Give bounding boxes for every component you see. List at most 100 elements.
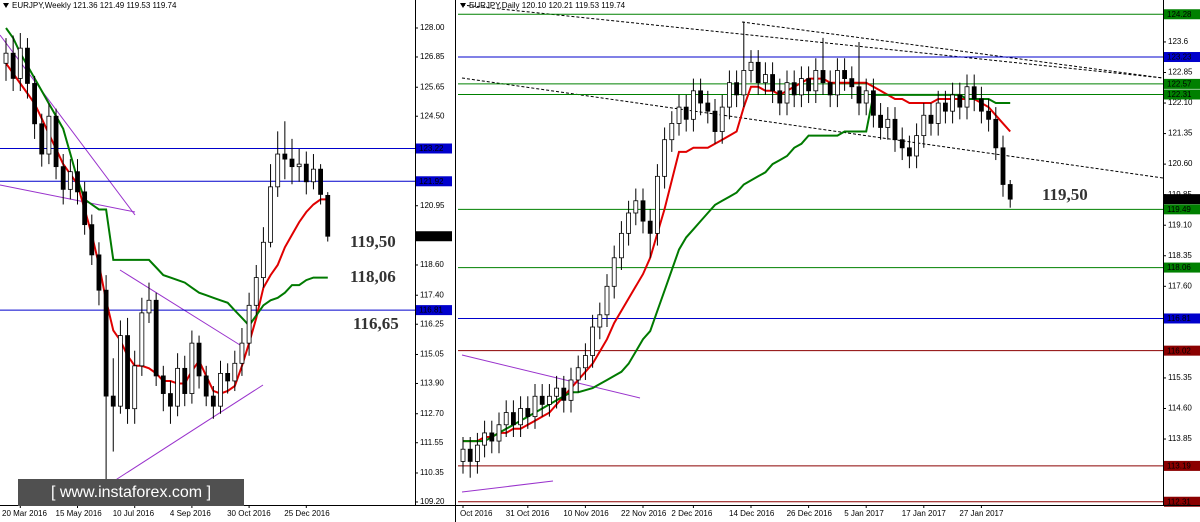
candle-body <box>669 122 675 141</box>
candle-body <box>39 123 45 155</box>
candle-body <box>619 232 624 259</box>
x-tick-label: 2 Dec 2016 <box>671 509 712 518</box>
candle-body <box>719 106 725 132</box>
y-tick-label: 120.60 <box>1168 159 1193 168</box>
candle-body <box>189 342 195 394</box>
y-tick-label: 120.95 <box>420 201 445 210</box>
x-tick-label: Oct 2016 <box>460 509 493 518</box>
candle-body <box>626 212 631 234</box>
candle-body <box>539 395 545 405</box>
candle-body <box>849 78 855 88</box>
candle-body <box>482 432 488 446</box>
candle-body <box>518 408 523 426</box>
candle-body <box>777 90 783 104</box>
candle-body <box>496 424 502 442</box>
level-label: 116.81 <box>419 306 443 315</box>
candle-body <box>218 372 223 407</box>
candle-body <box>210 395 216 407</box>
candle-body <box>590 326 595 356</box>
trend-line <box>461 480 554 493</box>
candle-body <box>60 166 66 190</box>
candle-body <box>460 448 466 462</box>
candle-body <box>46 115 52 155</box>
level-label-box <box>416 143 452 154</box>
candle-body <box>770 74 775 92</box>
candle-body <box>139 312 145 367</box>
y-tick-label: 123.6 <box>1168 37 1189 46</box>
level-label-box <box>1164 313 1200 324</box>
x-tick-label: 17 Jan 2017 <box>902 509 947 518</box>
level-label-box <box>416 305 452 316</box>
candle-body <box>741 70 747 96</box>
trend-line <box>461 354 641 399</box>
candle-body <box>957 94 963 108</box>
candle-body <box>712 110 718 132</box>
candle-body <box>979 98 984 112</box>
y-tick-label: 114.60 <box>1168 404 1192 413</box>
candle-body <box>103 289 109 397</box>
x-tick-label: 30 Oct 2016 <box>227 509 271 518</box>
y-tick-label: 122.10 <box>1168 98 1193 107</box>
trend-line <box>99 384 264 491</box>
level-label: 124.28 <box>1167 10 1192 19</box>
candle-body <box>734 82 739 96</box>
x-tick-label: 27 Jan 2017 <box>959 509 1004 518</box>
candle-body <box>153 299 159 377</box>
level-label: 123.23 <box>1167 53 1192 62</box>
level-label: 122.57 <box>1167 80 1192 89</box>
candle-body <box>75 171 80 193</box>
candle-body <box>705 102 711 112</box>
y-tick-label: 117.40 <box>420 290 444 299</box>
candle-body <box>125 335 130 410</box>
candle-body <box>885 118 891 128</box>
candle-body <box>32 83 37 125</box>
candle-body <box>246 304 252 344</box>
candle-body <box>182 367 188 394</box>
candle-body <box>474 444 480 462</box>
candle-body <box>253 277 259 306</box>
y-tick-label: 111.55 <box>420 438 444 447</box>
y-tick-label: 128.00 <box>420 23 445 32</box>
candle-body <box>748 61 754 71</box>
x-tick-label: 10 Nov 2016 <box>563 509 609 518</box>
y-tick-label: 109.20 <box>420 497 445 506</box>
candle-body <box>168 393 173 407</box>
candle-body <box>856 86 862 104</box>
x-tick-label: 22 Nov 2016 <box>621 509 667 518</box>
candle-body <box>691 90 696 120</box>
symbol-icon <box>3 3 9 8</box>
chart-title: EURJPY,Daily 120.10 120.21 119.53 119.74 <box>469 1 626 10</box>
candle-body <box>784 82 790 104</box>
candle-body <box>935 102 941 124</box>
candle-body <box>662 139 667 177</box>
trend-line <box>741 21 1164 79</box>
indicator-line <box>5 62 328 395</box>
candle-body <box>993 118 999 149</box>
x-tick-label: 25 Dec 2016 <box>284 509 330 518</box>
candle-body <box>611 257 617 287</box>
candle-body <box>1007 184 1013 200</box>
candle-body <box>928 114 934 124</box>
annotation: 119,50 <box>350 232 396 251</box>
candle-body <box>467 448 473 462</box>
candle-body <box>110 395 116 407</box>
y-tick-label: 125.65 <box>420 82 445 91</box>
candle-body <box>820 70 826 84</box>
symbol-icon <box>460 3 466 8</box>
candle-body <box>503 412 509 426</box>
candle-body <box>899 139 905 149</box>
y-tick-label: 117.60 <box>1168 281 1192 290</box>
candle-body <box>232 362 238 382</box>
candle-body <box>146 299 152 314</box>
level-label: 112.31 <box>1167 497 1191 506</box>
y-tick-label: 116.25 <box>420 319 444 328</box>
x-tick-label: 5 Jan 2017 <box>844 509 884 518</box>
candle-body <box>986 110 991 120</box>
candle-body <box>914 135 919 157</box>
level-label-box <box>1164 89 1200 100</box>
candle-body <box>842 70 847 80</box>
candle-body <box>160 375 166 394</box>
candle-body <box>67 171 73 190</box>
trend-line <box>0 184 136 213</box>
candle-body <box>755 61 761 84</box>
